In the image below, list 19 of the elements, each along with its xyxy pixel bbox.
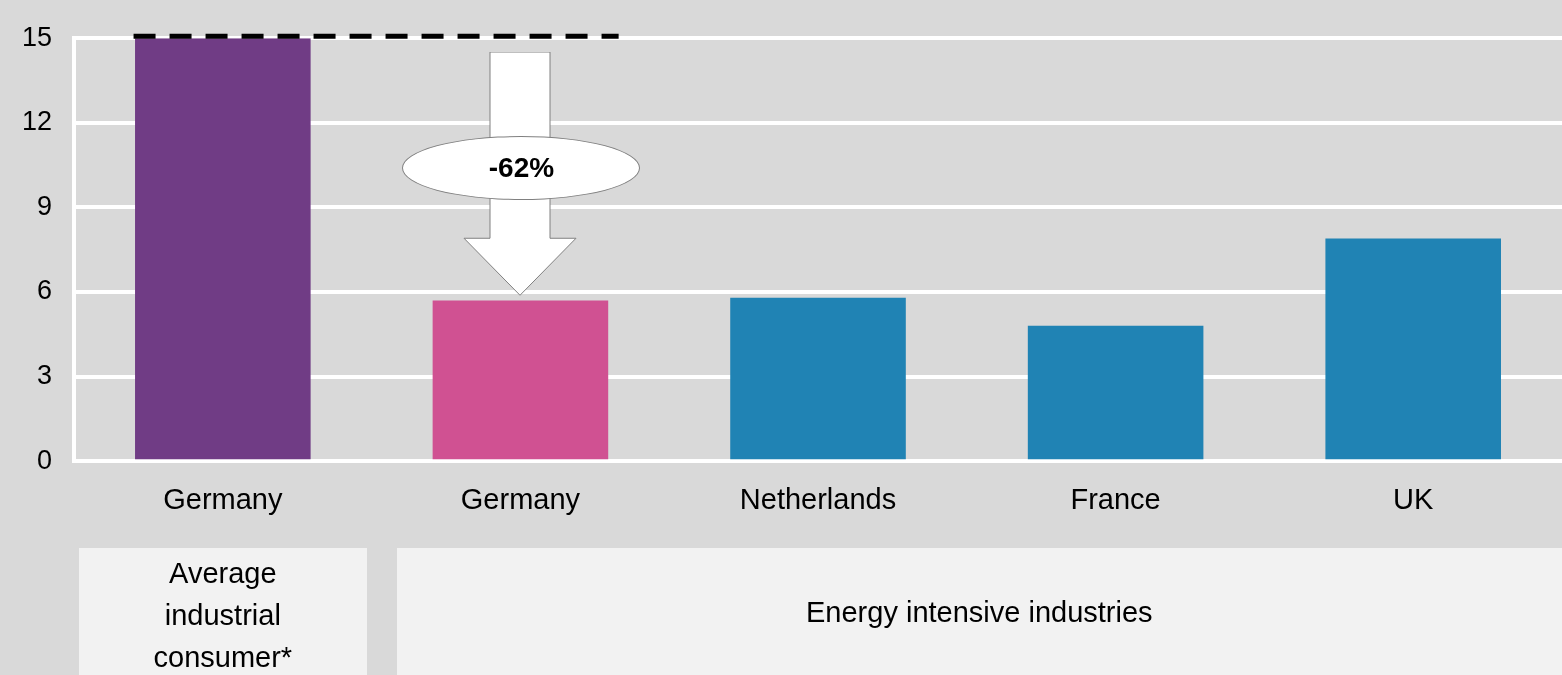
text: Average industrial consumer*	[79, 548, 367, 675]
bar	[432, 300, 609, 460]
y-tick-label: 9	[37, 190, 53, 221]
text: Energy intensive industries	[396, 548, 1562, 675]
y-tick-label: 0	[37, 444, 53, 475]
oval-callout: -62%	[402, 136, 641, 201]
y-tick-label: 15	[21, 21, 53, 52]
x-tick-label: Germany	[460, 482, 581, 515]
bar	[135, 38, 311, 460]
bar	[1027, 325, 1204, 460]
x-tick-label: Netherlands	[739, 482, 897, 515]
y-tick-label: 3	[37, 360, 53, 391]
bar	[730, 297, 906, 460]
x-tick-label: France	[1070, 482, 1161, 515]
x-tick-label: Germany	[163, 482, 283, 515]
y-tick-label: 12	[21, 106, 53, 137]
x-tick-label: UK	[1393, 482, 1434, 515]
bar	[1325, 238, 1501, 460]
y-tick-label: 6	[37, 275, 53, 306]
